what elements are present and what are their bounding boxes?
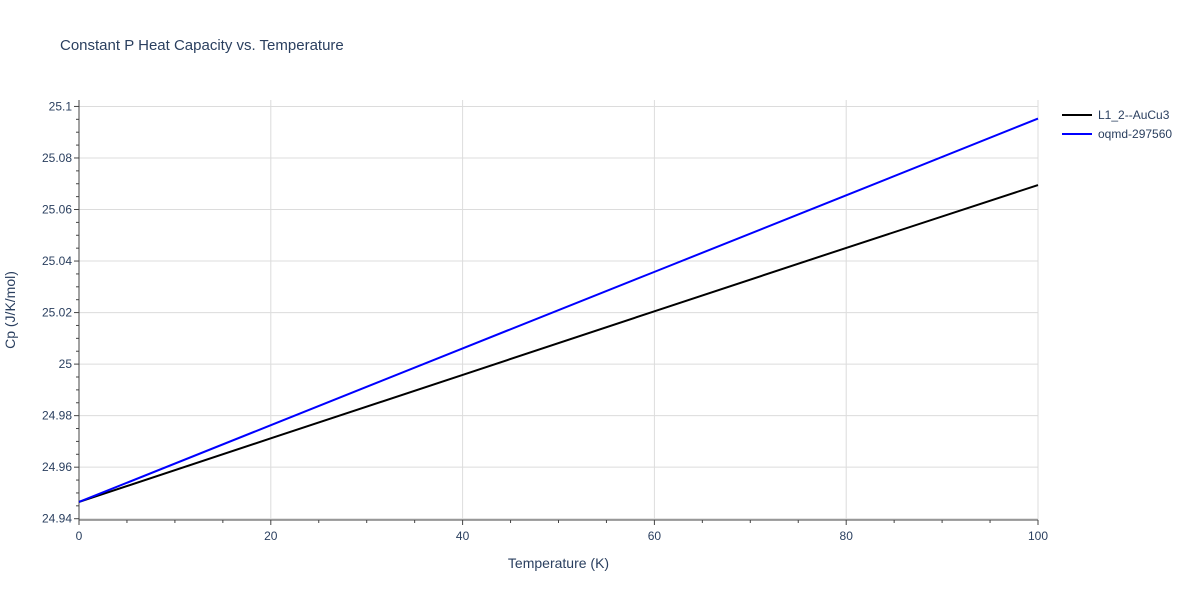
- x-tick-label: 100: [1028, 529, 1048, 543]
- y-tick-label: 25.06: [42, 203, 72, 217]
- legend[interactable]: L1_2--AuCu3 oqmd-297560: [1062, 108, 1172, 141]
- x-tick-label: 20: [264, 529, 278, 543]
- chart-title: Constant P Heat Capacity vs. Temperature: [60, 37, 344, 54]
- series-line[interactable]: [78, 184, 1039, 503]
- x-tick-label: 80: [840, 529, 854, 543]
- grid: [79, 100, 1039, 520]
- y-tick-label: 24.98: [42, 409, 72, 423]
- legend-label[interactable]: oqmd-297560: [1098, 127, 1172, 141]
- y-tick-label: 25: [59, 357, 73, 371]
- y-tick-label: 25.02: [42, 306, 72, 320]
- y-tick-label: 25.08: [42, 151, 72, 165]
- y-tick-label: 24.96: [42, 460, 72, 474]
- x-axis-title: Temperature (K): [508, 555, 609, 571]
- y-axis-title: Cp (J/K/mol): [2, 271, 18, 349]
- x-tick-label: 60: [648, 529, 662, 543]
- plot-area[interactable]: [78, 117, 1039, 503]
- axes: 0 20 40 60 80 100 24.94 24.96 24.98 25 25.02 25.04 2…: [42, 99, 1048, 543]
- x-tick-label: 0: [76, 529, 83, 543]
- legend-label[interactable]: L1_2--AuCu3: [1098, 108, 1170, 122]
- y-tick-label: 25.04: [42, 254, 72, 268]
- x-tick-label: 40: [456, 529, 470, 543]
- y-tick-label: 24.94: [42, 512, 72, 526]
- series-line[interactable]: [78, 117, 1039, 503]
- y-tick-label: 25.1: [49, 99, 73, 113]
